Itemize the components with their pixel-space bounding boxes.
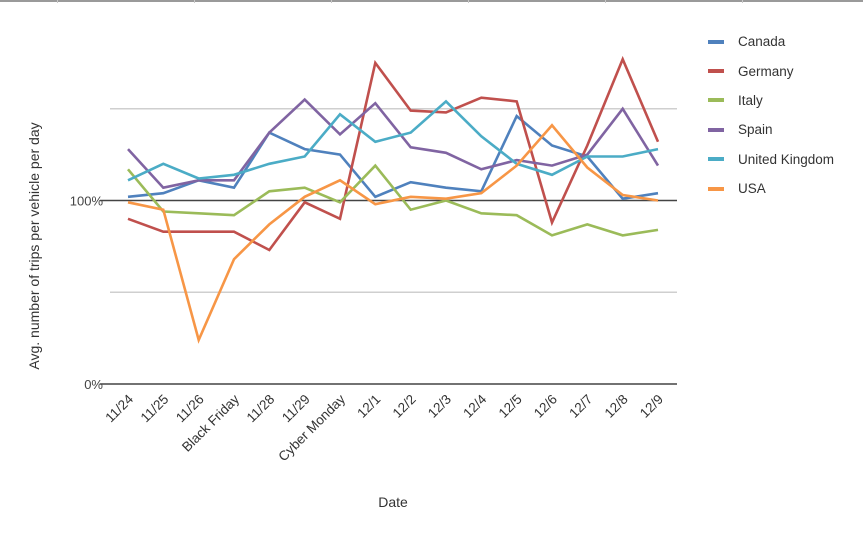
series-lines (127, 55, 660, 344)
legend-item-spain[interactable]: Spain (708, 115, 834, 144)
legend-item-italy[interactable]: Italy (708, 86, 834, 115)
x-tick-label: 12/7 (566, 392, 595, 421)
legend-item-united-kingdom[interactable]: United Kingdom (708, 145, 834, 174)
x-tick-label: 12/9 (637, 392, 666, 421)
series-line-italy[interactable] (127, 163, 659, 237)
legend-label: Spain (738, 122, 773, 138)
legend-label: USA (738, 181, 766, 197)
y-axis-title: Avg. number of trips per vehicle per day (26, 122, 42, 370)
x-tick-label: 12/2 (390, 392, 419, 421)
y-axis-labels: 0% 100% (70, 194, 104, 393)
top-border (0, 0, 863, 2)
legend-swatch-icon (708, 157, 724, 162)
series-line-united-kingdom[interactable] (127, 99, 659, 182)
top-separator (331, 0, 332, 3)
series-line-spain[interactable] (127, 97, 660, 190)
x-axis-title: Date (378, 494, 408, 510)
x-tick-label: 12/1 (354, 392, 383, 421)
legend-swatch-icon (708, 127, 724, 132)
top-separator (194, 0, 195, 3)
x-tick-label: 12/5 (496, 392, 525, 421)
legend-label: Germany (738, 63, 794, 79)
top-separator (57, 0, 58, 3)
series-line-usa[interactable] (127, 123, 659, 344)
legend-item-canada[interactable]: Canada (708, 27, 834, 56)
x-tick-label: 12/4 (460, 391, 490, 421)
y-tick-label: 0% (84, 377, 103, 392)
legend-swatch-icon (708, 39, 724, 44)
legend: Canada Germany Italy Spain United Kingdo… (708, 27, 834, 203)
legend-label: Italy (738, 92, 763, 108)
x-tick-label: 12/8 (602, 392, 631, 421)
legend-item-usa[interactable]: USA (708, 174, 834, 203)
x-tick-label: 12/6 (531, 392, 560, 421)
x-tick-label: 11/25 (138, 392, 172, 426)
top-separator (468, 0, 469, 3)
x-tick-label: 12/3 (425, 392, 454, 421)
x-tick-label: 11/24 (102, 391, 136, 425)
x-tick-label: 11/28 (244, 392, 278, 426)
gridlines (100, 107, 677, 385)
top-separator (742, 0, 743, 3)
legend-swatch-icon (708, 98, 724, 103)
legend-label: Canada (738, 34, 786, 50)
y-tick-label: 100% (70, 194, 104, 209)
legend-swatch-icon (708, 186, 724, 191)
legend-swatch-icon (708, 69, 724, 74)
legend-item-germany[interactable]: Germany (708, 56, 834, 85)
legend-label: United Kingdom (738, 151, 835, 167)
series-line-germany[interactable] (127, 55, 660, 252)
top-separator (605, 0, 606, 3)
